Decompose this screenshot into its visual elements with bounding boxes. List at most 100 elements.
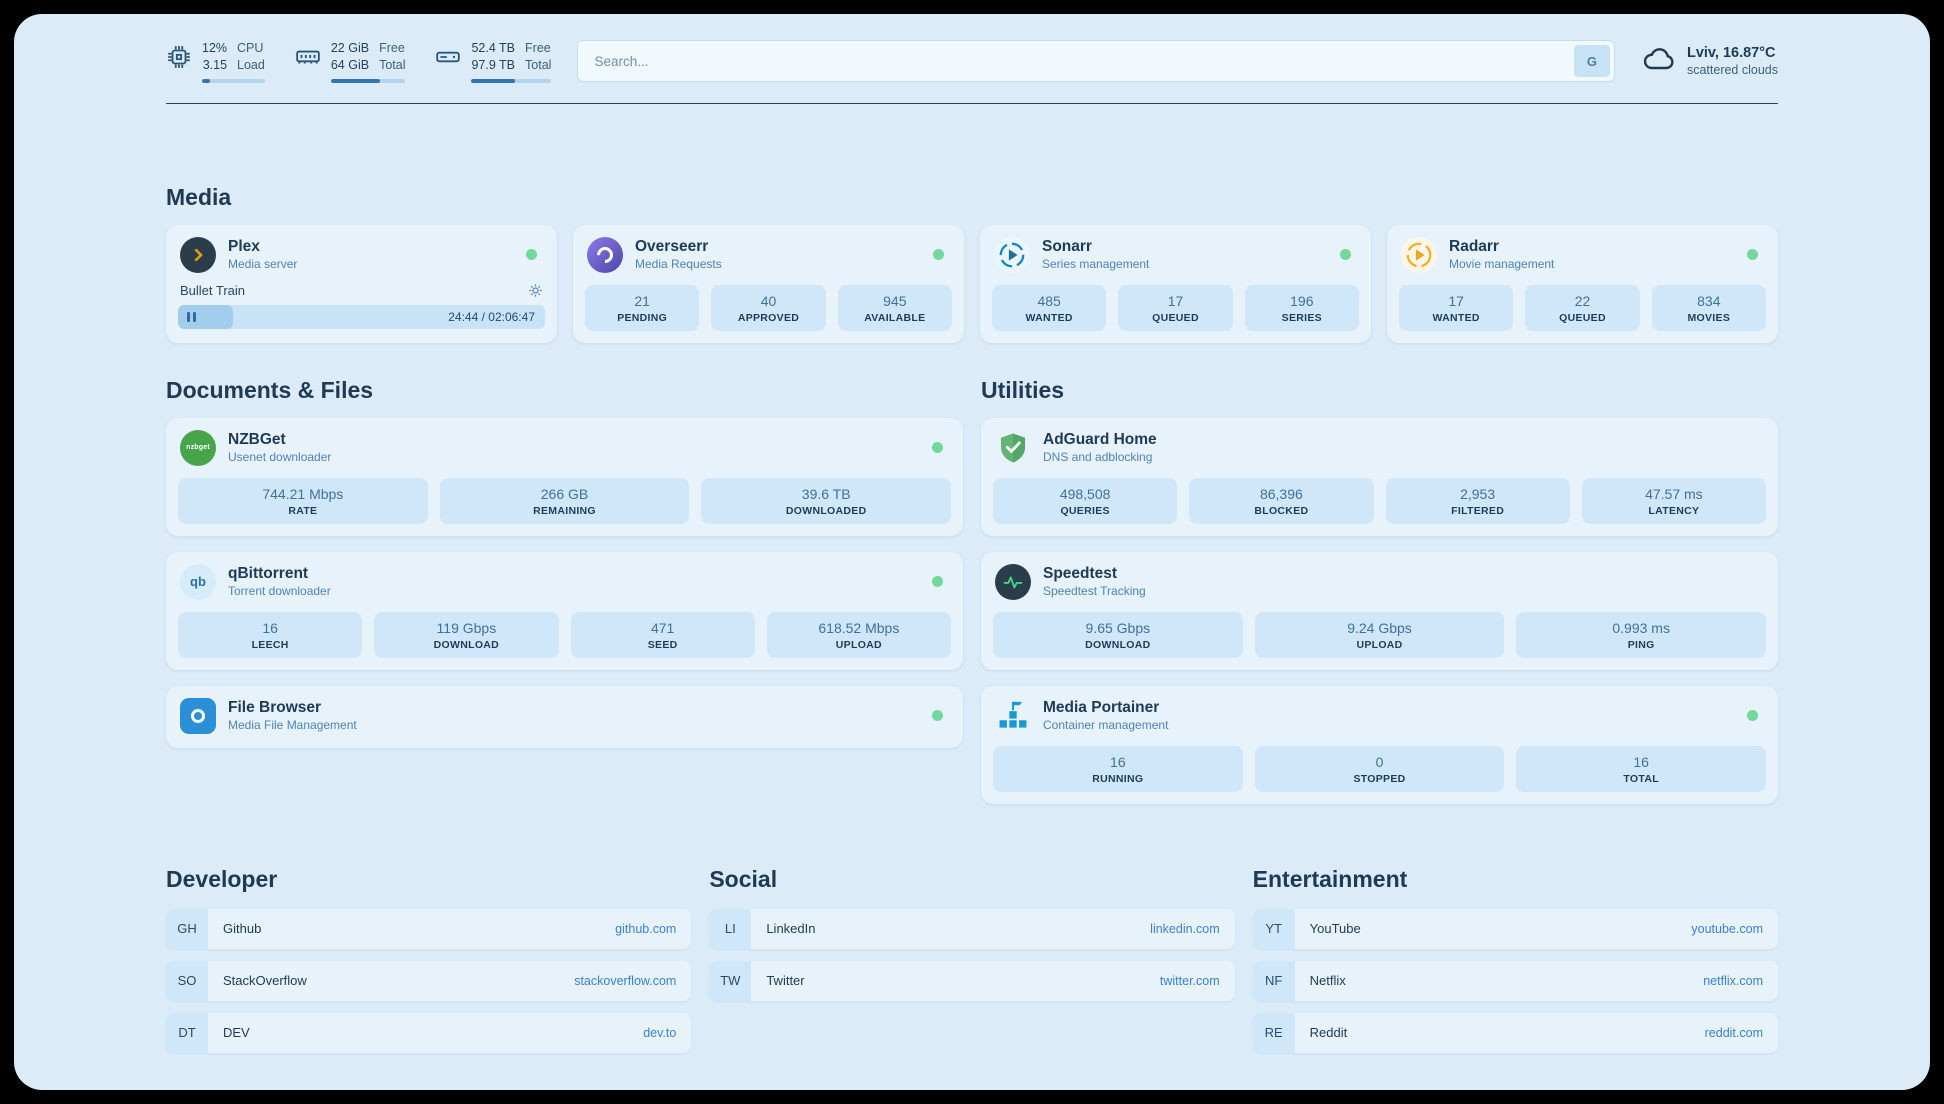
service-name[interactable]: Speedtest: [1043, 564, 1118, 582]
bookmark-name: StackOverflow: [223, 973, 307, 989]
bookmarks-area: Developer GH Github github.com SO StackO…: [166, 866, 1778, 1053]
bookmark-youtube[interactable]: YT YouTube youtube.com: [1252, 908, 1778, 949]
bookmark-url[interactable]: dev.to: [643, 1025, 677, 1040]
stat-download: 9.65 Gbps DOWNLOAD: [993, 611, 1243, 658]
search-bar: G: [577, 40, 1615, 83]
section-title-media: Media: [166, 183, 232, 210]
dashboard-panel: 12% CPU 3.15 Load: [14, 14, 1930, 1090]
section-title-social: Social: [709, 865, 778, 892]
resource-widgets: 12% CPU 3.15 Load: [166, 40, 552, 83]
stat-ping: 0.993 ms PING: [1516, 611, 1767, 658]
service-name[interactable]: Overseerr: [635, 237, 709, 255]
bookmark-url[interactable]: netflix.com: [1703, 973, 1763, 988]
section-title-documents: Documents & Files: [166, 376, 374, 403]
service-description: Movie management: [1449, 257, 1555, 272]
stat-remaining: 266 GB REMAINING: [439, 477, 690, 524]
bookmark-url[interactable]: reddit.com: [1704, 1025, 1763, 1040]
stat-queued: 17 QUEUED: [1118, 284, 1233, 331]
bookmark-stackoverflow[interactable]: SO StackOverflow stackoverflow.com: [166, 960, 692, 1001]
service-card-radarr[interactable]: Radarr Movie management 17 WANTED 22 QUE…: [1387, 224, 1778, 343]
service-name[interactable]: Sonarr: [1042, 237, 1092, 255]
now-playing-title: Bullet Train: [180, 282, 246, 298]
cpu-progress-fill: [202, 78, 210, 83]
stat-wanted: 485 WANTED: [992, 284, 1107, 331]
stat-download: 119 Gbps DOWNLOAD: [374, 611, 559, 658]
service-name[interactable]: NZBGet: [228, 430, 286, 448]
search-input[interactable]: [577, 40, 1615, 83]
memory-progress-bar: [330, 78, 406, 83]
stat-upload: 9.24 Gbps UPLOAD: [1254, 611, 1505, 658]
header-divider: [166, 102, 1778, 104]
disk-label-1: Free: [525, 41, 551, 55]
bookmark-linkedin[interactable]: LI LinkedIn linkedin.com: [709, 908, 1235, 949]
service-card-portainer[interactable]: Media Portainer Container management 16 …: [981, 685, 1778, 804]
service-card-plex[interactable]: Plex Media server Bullet Train: [166, 224, 557, 343]
status-dot: [1747, 710, 1758, 722]
bookmark-abbr: SO: [166, 960, 208, 1001]
bookmark-url[interactable]: linkedin.com: [1150, 921, 1220, 936]
section-title-developer: Developer: [166, 865, 278, 892]
disk-icon: [435, 44, 461, 70]
bookmark-url[interactable]: twitter.com: [1159, 973, 1220, 988]
bookmark-group-social: Social LI LinkedIn linkedin.com TW Twitt…: [709, 865, 1235, 1053]
service-name[interactable]: Media Portainer: [1043, 698, 1160, 716]
memory-free-value: 22 GiB: [330, 41, 370, 55]
service-card-overseerr[interactable]: Overseerr Media Requests 21 PENDING 40 A…: [573, 224, 964, 343]
stat-stopped: 0 STOPPED: [1254, 745, 1505, 792]
cpu-icon: [166, 44, 192, 70]
service-name[interactable]: File Browser: [228, 698, 322, 716]
cpu-widget: 12% CPU 3.15 Load: [166, 40, 265, 83]
bookmark-url[interactable]: youtube.com: [1691, 921, 1763, 936]
memory-widget: 22 GiB Free 64 GiB Total: [295, 40, 406, 83]
bookmark-netflix[interactable]: NF Netflix netflix.com: [1252, 960, 1778, 1001]
service-name[interactable]: Radarr: [1449, 237, 1499, 255]
weather-condition: scattered clouds: [1686, 63, 1778, 78]
radarr-icon: [1401, 236, 1437, 273]
bookmark-url[interactable]: github.com: [615, 921, 677, 936]
bookmark-url[interactable]: stackoverflow.com: [574, 973, 677, 988]
gear-icon[interactable]: [528, 283, 543, 298]
service-card-nzbget[interactable]: nzbget NZBGet Usenet downloader 744.21 M…: [166, 417, 963, 536]
search-provider-button[interactable]: G: [1573, 45, 1610, 78]
bookmark-twitter[interactable]: TW Twitter twitter.com: [709, 960, 1235, 1001]
bookmark-abbr: LI: [709, 908, 752, 949]
disk-widget: 52.4 TB Free 97.9 TB Total: [435, 40, 552, 83]
stat-movies: 834 MOVIES: [1651, 284, 1766, 331]
service-description: Media server: [228, 257, 298, 272]
service-name[interactable]: qBittorrent: [228, 564, 309, 582]
cpu-label-1: CPU: [237, 41, 264, 55]
disk-total-value: 97.9 TB: [471, 57, 516, 72]
bookmark-reddit[interactable]: RE Reddit reddit.com: [1252, 1012, 1778, 1053]
service-card-qbittorrent[interactable]: qb qBittorrent Torrent downloader 16 LEE…: [166, 551, 963, 670]
bookmark-dev[interactable]: DT DEV dev.to: [166, 1012, 692, 1053]
bookmark-abbr: NF: [1252, 960, 1295, 1001]
cpu-label-2: Load: [237, 57, 265, 72]
cpu-load-value: 3.15: [202, 57, 228, 72]
stat-seed: 471 SEED: [570, 611, 755, 658]
bookmark-abbr: YT: [1252, 908, 1295, 949]
bookmark-github[interactable]: GH Github github.com: [166, 908, 692, 949]
bookmark-abbr: DT: [166, 1012, 208, 1053]
service-name[interactable]: Plex: [228, 237, 260, 255]
service-card-adguard[interactable]: AdGuard Home DNS and adblocking 498,508 …: [981, 417, 1778, 536]
service-description: Speedtest Tracking: [1043, 584, 1146, 599]
stat-approved: 40 APPROVED: [711, 284, 826, 331]
bookmark-name: Github: [223, 921, 262, 937]
service-description: Media File Management: [228, 718, 357, 733]
service-card-filebrowser[interactable]: File Browser Media File Management: [166, 685, 963, 748]
stat-queries: 498,508 QUERIES: [993, 477, 1178, 524]
portainer-icon: [995, 698, 1031, 734]
service-card-speedtest[interactable]: Speedtest Speedtest Tracking 9.65 Gbps D…: [981, 551, 1778, 670]
speedtest-icon: [995, 563, 1031, 600]
service-name[interactable]: AdGuard Home: [1043, 430, 1157, 448]
pause-icon[interactable]: [187, 311, 196, 322]
adguard-icon: [995, 430, 1031, 466]
plex-icon: [180, 236, 216, 273]
service-description: Torrent downloader: [228, 584, 331, 599]
stat-wanted: 17 WANTED: [1399, 284, 1514, 331]
status-dot: [526, 249, 537, 261]
stat-latency: 47.57 ms LATENCY: [1581, 477, 1766, 524]
service-card-sonarr[interactable]: Sonarr Series management 485 WANTED 17 Q…: [980, 224, 1371, 343]
disk-free-value: 52.4 TB: [471, 41, 516, 55]
memory-label-1: Free: [379, 41, 405, 55]
